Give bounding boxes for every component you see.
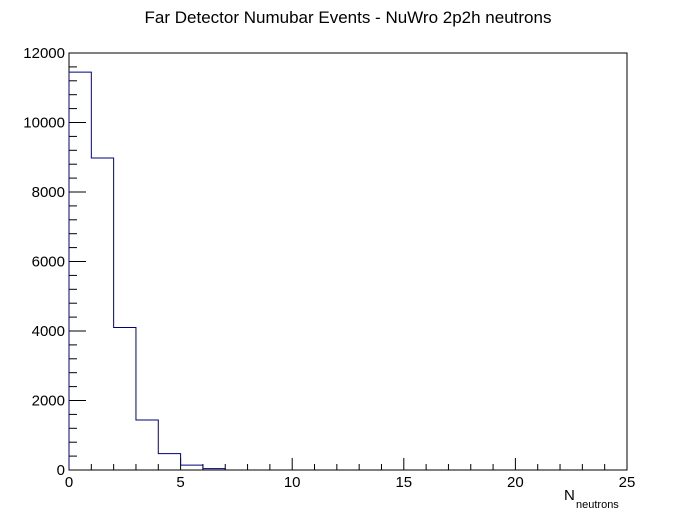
x-tick-label: 15 [395, 474, 412, 491]
y-tick-label: 10000 [23, 115, 65, 132]
histogram-bin [181, 465, 203, 470]
histogram-bin [91, 158, 113, 470]
x-axis-title: N neutrons [564, 487, 619, 511]
chart-title: Far Detector Numubar Events - NuWro 2p2h… [145, 8, 552, 27]
plot-frame [68, 52, 628, 471]
histogram-outline [68, 71, 226, 470]
histogram-bars [68, 71, 226, 470]
y-tick-label: 2000 [32, 393, 65, 410]
histogram-bin [203, 469, 225, 470]
histogram-bin [136, 420, 158, 470]
histogram-bin [158, 454, 180, 470]
x-tick-label: 20 [507, 474, 524, 491]
y-tick-label: 0 [57, 462, 65, 479]
x-tick-label: 25 [619, 474, 636, 491]
y-axis: 0 2000 4000 6000 8000 10000 12000 [23, 45, 86, 479]
y-tick-label: 8000 [32, 184, 65, 201]
x-tick-label: 5 [176, 474, 184, 491]
histogram-bin [114, 328, 136, 470]
x-tick-label: 10 [284, 474, 301, 491]
y-tick-label: 12000 [23, 45, 65, 62]
y-tick-label: 6000 [32, 254, 65, 271]
y-tick-label: 4000 [32, 323, 65, 340]
x-tick-label: 0 [65, 474, 73, 491]
x-axis-title-subscript: neutrons [576, 499, 619, 511]
x-axis-title-main: N [564, 487, 575, 504]
histogram-bin [69, 72, 91, 470]
